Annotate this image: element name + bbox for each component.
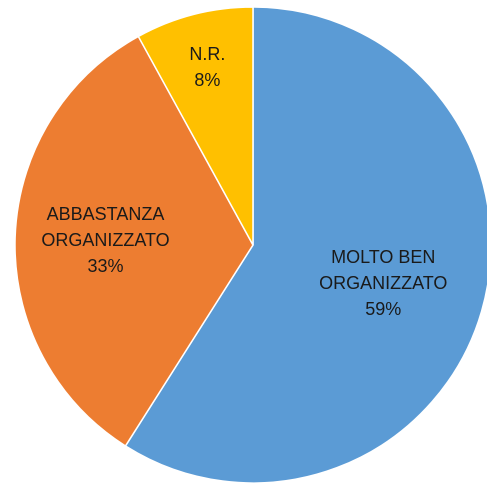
value-label: 8% [194, 70, 221, 91]
slice-label: N.R. 8% [127, 41, 287, 93]
category-label: N.R. [189, 44, 226, 65]
pie-slice [14, 35, 254, 447]
slice-label: MOLTO BEN ORGANIZZATO 59% [303, 244, 463, 322]
category-label: MOLTO BEN ORGANIZZATO [319, 246, 448, 293]
category-label: ABBASTANZA ORGANIZZATO [41, 204, 170, 251]
value-label: 33% [87, 256, 124, 277]
value-label: 59% [365, 298, 402, 319]
pie-slice [124, 6, 487, 484]
slice-label: ABBASTANZA ORGANIZZATO 33% [26, 201, 186, 279]
pie-slice [137, 6, 254, 246]
